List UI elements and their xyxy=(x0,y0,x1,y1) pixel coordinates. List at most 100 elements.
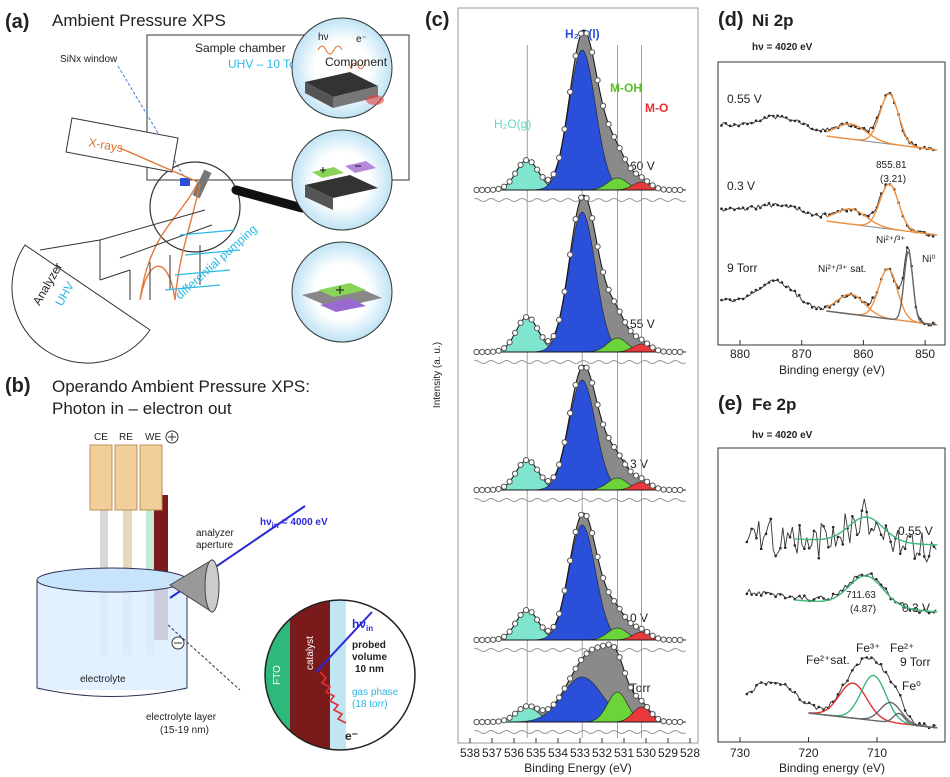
fit-component xyxy=(826,123,937,151)
species-label: Fe²⁺sat. xyxy=(806,653,850,667)
component-block xyxy=(305,82,333,108)
data-point xyxy=(479,186,486,194)
data-point xyxy=(677,348,684,356)
highlight xyxy=(366,95,384,105)
data-point xyxy=(578,657,585,664)
polarity xyxy=(336,286,344,294)
panel-label: (b) xyxy=(5,375,31,397)
data-point xyxy=(633,623,640,630)
data-point xyxy=(677,486,684,494)
residual xyxy=(474,729,686,735)
data-point xyxy=(677,636,684,644)
data-point xyxy=(495,485,502,493)
data-point xyxy=(605,589,612,596)
data-point xyxy=(605,641,612,648)
data-point xyxy=(638,475,645,482)
data-point xyxy=(622,156,629,163)
data-point xyxy=(633,170,640,177)
photon-label: hνin = 4000 eV xyxy=(260,517,328,530)
x-tick-label: 532 xyxy=(592,746,612,760)
trace-label: 0.55 V xyxy=(898,524,933,538)
spectrum xyxy=(746,498,937,564)
data-point xyxy=(512,620,519,627)
data-point xyxy=(720,298,723,302)
catalyst-label: catalyst xyxy=(305,636,316,670)
plot-frame xyxy=(717,61,946,346)
data-point xyxy=(473,718,480,726)
photon-symbol: hν xyxy=(352,617,366,631)
device-block xyxy=(305,185,333,210)
data-point xyxy=(561,288,568,295)
data-point xyxy=(622,670,629,677)
trace-label: 0.3 V xyxy=(902,601,930,615)
data-point xyxy=(605,434,612,442)
data-point xyxy=(545,705,552,713)
photon-beam xyxy=(315,611,373,673)
electrode-pad xyxy=(345,161,376,173)
data-point xyxy=(550,171,557,178)
electrolyte-layer xyxy=(330,600,346,750)
data-point xyxy=(539,707,546,714)
data-point xyxy=(490,636,497,643)
fit-component xyxy=(826,251,937,326)
data-point xyxy=(528,159,535,166)
aperture-label: analyzer xyxy=(196,528,234,539)
gas-label: (18 torr) xyxy=(352,699,388,710)
data-point xyxy=(600,421,607,428)
data-point xyxy=(583,30,590,37)
data-point xyxy=(589,379,596,386)
data-point xyxy=(501,483,508,490)
data-point xyxy=(644,178,651,185)
data-point xyxy=(671,636,678,644)
pumping-arrows xyxy=(164,229,241,291)
beam xyxy=(119,147,201,301)
data-point xyxy=(638,697,645,704)
data-point xyxy=(517,706,524,713)
data-point xyxy=(539,624,546,631)
data-point xyxy=(512,710,519,717)
data-point xyxy=(523,607,530,614)
plot-frame xyxy=(717,447,946,743)
electrode-clamp xyxy=(139,444,163,511)
x-tick-label: 537 xyxy=(482,746,502,760)
x-axis-label: Binding energy (eV) xyxy=(779,363,885,377)
species-label: Fe²⁺ xyxy=(890,641,914,655)
data-point xyxy=(611,643,618,651)
data-point xyxy=(655,347,662,354)
data-point xyxy=(611,133,618,140)
data-point xyxy=(506,714,513,721)
x-tick-label: 860 xyxy=(853,347,873,361)
beaker-wall xyxy=(36,580,188,697)
data-point xyxy=(572,665,579,672)
data-point xyxy=(594,243,601,250)
electrode-label: RE xyxy=(119,432,133,443)
fit-position: 711.63 xyxy=(846,590,876,601)
beaker-rim xyxy=(36,567,188,593)
peak-label: H₂O(g) xyxy=(494,117,531,131)
data-point xyxy=(572,215,579,223)
data-point xyxy=(528,316,535,323)
membrane-bottom xyxy=(320,298,366,312)
trace-label: 9 Torr xyxy=(900,655,930,669)
photon-energy: = 4000 eV xyxy=(282,517,328,528)
plot-frame xyxy=(457,7,699,744)
probed-label: probed xyxy=(352,640,386,651)
species-label: Fe³⁺ xyxy=(856,641,880,655)
data-point xyxy=(561,685,568,692)
data-point xyxy=(605,121,612,128)
data-point xyxy=(677,186,684,194)
data-point xyxy=(649,710,656,718)
photon-wave xyxy=(317,45,367,70)
data-point xyxy=(671,348,678,356)
device-block xyxy=(305,175,378,198)
data-point xyxy=(589,49,596,56)
component-block xyxy=(333,86,378,108)
data-point xyxy=(479,636,486,644)
data-point xyxy=(594,401,601,408)
panel-a: (a) Ambient Pressure XPS Sample chamber … xyxy=(5,11,410,364)
data-point xyxy=(567,251,574,258)
data-point xyxy=(501,183,508,190)
data-point xyxy=(611,443,618,451)
data-point xyxy=(556,154,563,161)
